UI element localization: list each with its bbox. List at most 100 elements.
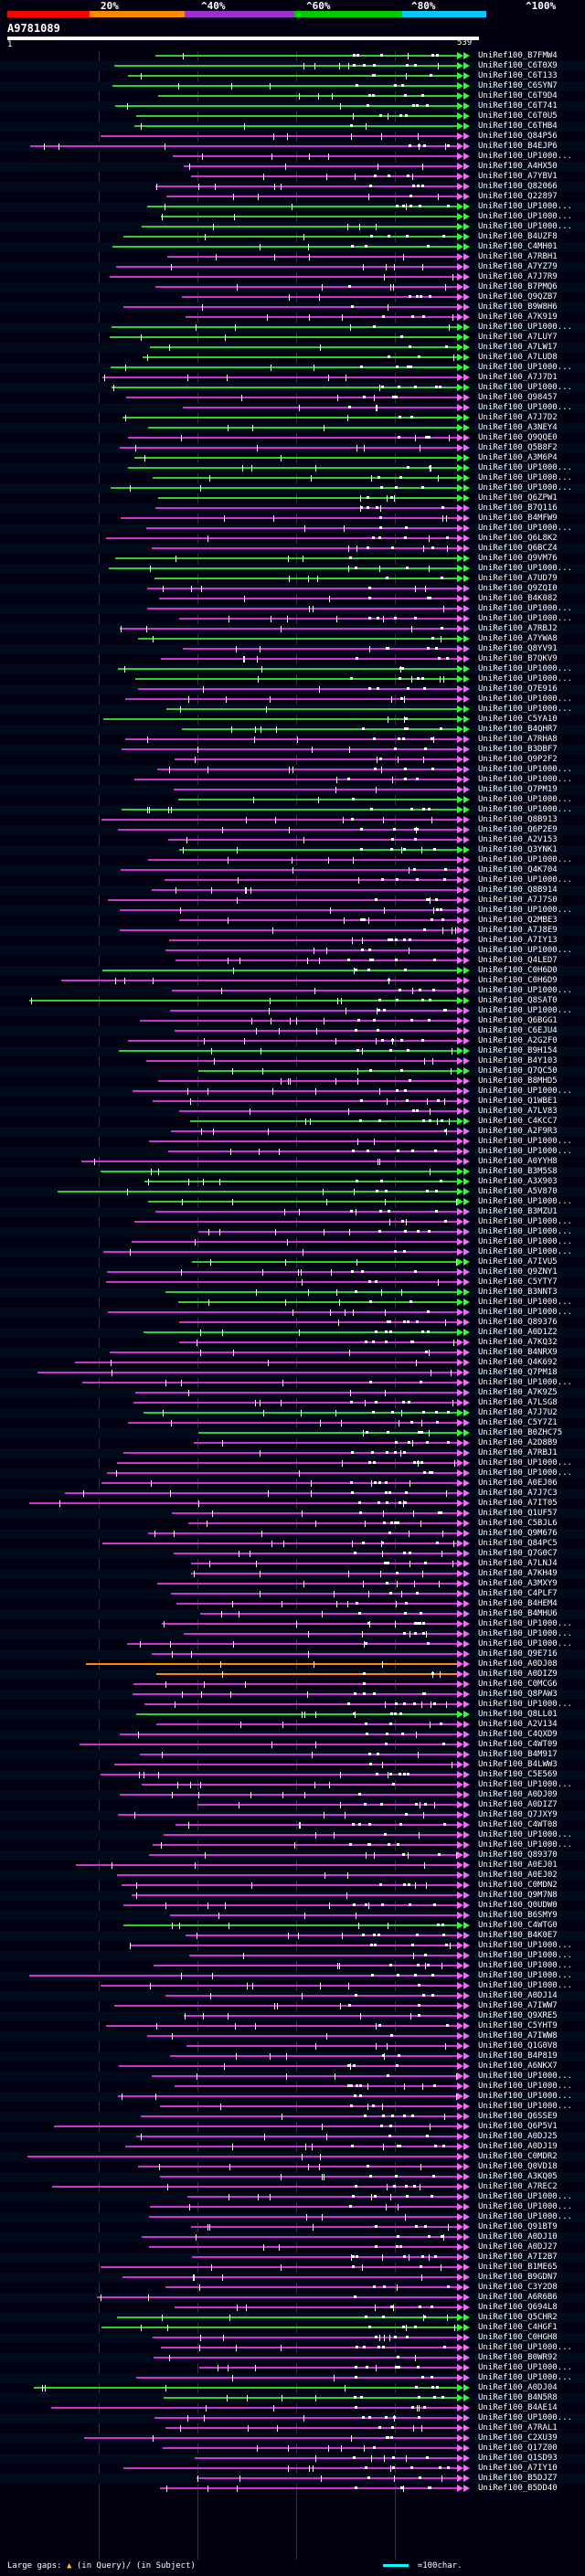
hit-label-link[interactable]: UniRef100_C6T0X9 — [478, 61, 558, 70]
hit-label-link[interactable]: UniRef100_C4KCC7 — [478, 1117, 558, 1126]
hit-label-link[interactable]: UniRef100_Q7G0C7 — [478, 1549, 558, 1558]
hit-label-link[interactable]: UniRef100_B0ZHC75 — [478, 1428, 563, 1437]
hit-label-link[interactable]: UniRef100_A2D8B9 — [478, 1438, 558, 1447]
hit-label-link[interactable]: UniRef100_A7IT05 — [478, 1499, 558, 1508]
hit-label-link[interactable]: UniRef100_C6T9D4 — [478, 91, 558, 101]
hit-label-link[interactable]: UniRef100_Q17Z00 — [478, 2443, 558, 2453]
hit-label-link[interactable]: UniRef100_B8MHD5 — [478, 1076, 558, 1086]
hit-label-link[interactable]: UniRef100_B4MHU6 — [478, 1609, 558, 1618]
hit-label-link[interactable]: UniRef100_UP1000... — [478, 2212, 572, 2221]
hit-label-link[interactable]: UniRef100_Q2MBE3 — [478, 916, 558, 925]
hit-label-link[interactable]: UniRef100_Q89370 — [478, 1850, 558, 1860]
hit-label-link[interactable]: UniRef100_B7FMW4 — [478, 51, 558, 60]
hit-label-link[interactable]: UniRef100_Q7QC50 — [478, 1066, 558, 1076]
hit-label-link[interactable]: UniRef100_Q1G0V8 — [478, 2041, 558, 2051]
hit-label-link[interactable]: UniRef100_A0EJ06 — [478, 1479, 558, 1488]
hit-label-link[interactable]: UniRef100_A7YZ79 — [478, 262, 558, 271]
hit-label-link[interactable]: UniRef100_B4HEM4 — [478, 1599, 558, 1608]
hit-label-link[interactable]: UniRef100_Q9ZQI0 — [478, 584, 558, 593]
hit-label-link[interactable]: UniRef100_Q9VM76 — [478, 554, 558, 563]
hit-label-link[interactable]: UniRef100_Q22897 — [478, 192, 558, 201]
hit-label-link[interactable]: UniRef100_A7IY13 — [478, 936, 558, 945]
hit-label-link[interactable]: UniRef100_UP1000... — [478, 2072, 572, 2081]
hit-label-link[interactable]: UniRef100_UP1000... — [478, 1147, 572, 1156]
hit-label-link[interactable]: UniRef100_UP1000... — [478, 614, 572, 623]
hit-label-link[interactable]: UniRef100_UP1000... — [478, 694, 572, 704]
hit-label-link[interactable]: UniRef100_UP1000... — [478, 1298, 572, 1307]
hit-label-link[interactable]: UniRef100_A7RAL1 — [478, 2423, 558, 2433]
hit-label-link[interactable]: UniRef100_UP1000... — [478, 1308, 572, 1317]
hit-label-link[interactable]: UniRef100_UP1000... — [478, 2343, 572, 2352]
hit-label-link[interactable]: UniRef100_UP1000... — [478, 1197, 572, 1206]
hit-label-link[interactable]: UniRef100_A3MXY9 — [478, 1579, 558, 1588]
hit-label-link[interactable]: UniRef100_A0DJ09 — [478, 1790, 558, 1799]
hit-label-link[interactable]: UniRef100_A0DJ08 — [478, 1659, 558, 1669]
hit-label-link[interactable]: UniRef100_A7LUY7 — [478, 333, 558, 342]
hit-label-link[interactable]: UniRef100_Q7JXY9 — [478, 1810, 558, 1819]
hit-label-link[interactable]: UniRef100_UP1000... — [478, 383, 572, 392]
hit-label-link[interactable]: UniRef100_A6NKX7 — [478, 2062, 558, 2071]
hit-label-link[interactable]: UniRef100_C0H6D9 — [478, 976, 558, 985]
hit-label-link[interactable]: UniRef100_A7RBJ2 — [478, 624, 558, 633]
hit-label-link[interactable]: UniRef100_B4EJP6 — [478, 142, 558, 151]
hit-label-link[interactable]: UniRef100_Q9P2F2 — [478, 755, 558, 764]
hit-label-link[interactable]: UniRef100_Q7E916 — [478, 684, 558, 694]
hit-label-link[interactable]: UniRef100_Q9ZNY1 — [478, 1267, 558, 1277]
hit-label-link[interactable]: UniRef100_UP1000... — [478, 705, 572, 714]
hit-label-link[interactable]: UniRef100_UP1000... — [478, 1639, 572, 1648]
hit-label-link[interactable]: UniRef100_B7PMQ6 — [478, 282, 558, 292]
hit-label-link[interactable]: UniRef100_A3KQ05 — [478, 2172, 558, 2181]
hit-label-link[interactable]: UniRef100_C4WTG0 — [478, 1921, 558, 1930]
hit-label-link[interactable]: UniRef100_A3X903 — [478, 1177, 558, 1186]
hit-label-link[interactable]: UniRef100_A7UD79 — [478, 574, 558, 583]
hit-label-link[interactable]: UniRef100_Q9QQE0 — [478, 433, 558, 442]
hit-label-link[interactable]: UniRef100_UP1000... — [478, 1830, 572, 1839]
hit-label-link[interactable]: UniRef100_C0HGH8 — [478, 2333, 558, 2342]
hit-label-link[interactable]: UniRef100_Q4K704 — [478, 865, 558, 875]
hit-label-link[interactable]: UniRef100_C5YTY7 — [478, 1277, 558, 1287]
hit-label-link[interactable]: UniRef100_A0D1Z2 — [478, 1328, 558, 1337]
hit-label-link[interactable]: UniRef100_C4PLF7 — [478, 1589, 558, 1598]
hit-label-link[interactable]: UniRef100_Q8PAW3 — [478, 1690, 558, 1699]
hit-label-link[interactable]: UniRef100_A0DJ10 — [478, 2232, 558, 2242]
hit-label-link[interactable]: UniRef100_UP1000... — [478, 1981, 572, 1990]
hit-label-link[interactable]: UniRef100_UP1000... — [478, 403, 572, 412]
hit-label-link[interactable]: UniRef100_C4QXD9 — [478, 1730, 558, 1739]
hit-label-link[interactable]: UniRef100_UP1000... — [478, 202, 572, 211]
hit-label-link[interactable]: UniRef100_A3NEY4 — [478, 423, 558, 432]
hit-label-link[interactable]: UniRef100_Q6P5V1 — [478, 2122, 558, 2131]
hit-label-link[interactable]: UniRef100_B6SMY9 — [478, 1911, 558, 1920]
hit-label-link[interactable]: UniRef100_Q8LL01 — [478, 1710, 558, 1719]
hit-label-link[interactable]: UniRef100_Q5B8F2 — [478, 443, 558, 452]
hit-label-link[interactable]: UniRef100_B4M917 — [478, 1750, 558, 1759]
hit-label-link[interactable]: UniRef100_A0YYH8 — [478, 1157, 558, 1166]
hit-label-link[interactable]: UniRef100_A4HX50 — [478, 162, 558, 171]
hit-label-link[interactable]: UniRef100_Q4K692 — [478, 1358, 558, 1367]
hit-label-link[interactable]: UniRef100_A7LNJ4 — [478, 1559, 558, 1568]
hit-label-link[interactable]: UniRef100_A7J7D2 — [478, 413, 558, 422]
hit-label-link[interactable]: UniRef100_UP1000... — [478, 1087, 572, 1096]
hit-label-link[interactable]: UniRef100_C6T0U5 — [478, 111, 558, 121]
hit-label-link[interactable]: UniRef100_B4QHR7 — [478, 725, 558, 734]
hit-label-link[interactable]: UniRef100_Q1SD93 — [478, 2454, 558, 2463]
hit-label-link[interactable]: UniRef100_A7J7R9 — [478, 272, 558, 281]
hit-label-link[interactable]: UniRef100_C5YHT9 — [478, 2021, 558, 2030]
hit-label-link[interactable]: UniRef100_A7J7U2 — [478, 1408, 558, 1417]
hit-label-link[interactable]: UniRef100_UP1000... — [478, 1951, 572, 1960]
hit-label-link[interactable]: UniRef100_A7LUD8 — [478, 353, 558, 362]
hit-label-link[interactable]: UniRef100_Q89376 — [478, 1318, 558, 1327]
hit-label-link[interactable]: UniRef100_B4Y103 — [478, 1056, 558, 1065]
hit-label-link[interactable]: UniRef100_Q3YNK1 — [478, 845, 558, 854]
hit-label-link[interactable]: UniRef100_A0DJ27 — [478, 2242, 558, 2252]
hit-label-link[interactable]: UniRef100_A0DJ19 — [478, 2142, 558, 2151]
hit-label-link[interactable]: UniRef100_UP1000... — [478, 1137, 572, 1146]
hit-label-link[interactable]: UniRef100_UP1000... — [478, 1378, 572, 1387]
hit-label-link[interactable]: UniRef100_Q8B914 — [478, 885, 558, 895]
hit-label-link[interactable]: UniRef100_UP1000... — [478, 524, 572, 533]
hit-label-link[interactable]: UniRef100_B4NRX9 — [478, 1348, 558, 1357]
hit-label-link[interactable]: UniRef100_UP1000... — [478, 604, 572, 613]
hit-label-link[interactable]: UniRef100_Q9M676 — [478, 1529, 558, 1538]
hit-label-link[interactable]: UniRef100_UP1000... — [478, 946, 572, 955]
hit-label-link[interactable]: UniRef100_UP1000... — [478, 323, 572, 332]
hit-label-link[interactable]: UniRef100_C5YA10 — [478, 715, 558, 724]
